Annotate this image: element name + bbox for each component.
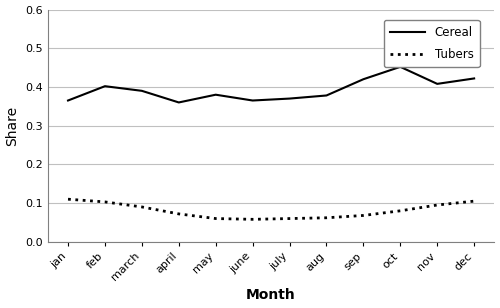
Tubers [434, 203, 440, 207]
Cereal [398, 65, 404, 69]
Tubers [176, 212, 182, 216]
Tubers [139, 205, 145, 209]
Tubers [102, 200, 108, 204]
Tubers [65, 197, 71, 201]
Cereal [250, 99, 256, 102]
Tubers [324, 216, 330, 220]
Tubers [471, 199, 477, 203]
Tubers [398, 209, 404, 213]
Cereal [139, 89, 145, 93]
Tubers [250, 217, 256, 221]
Cereal [212, 93, 218, 96]
Line: Cereal: Cereal [68, 67, 474, 103]
Cereal [286, 97, 292, 100]
Legend: Cereal, Tubers: Cereal, Tubers [384, 20, 480, 67]
Cereal [102, 84, 108, 88]
X-axis label: Month: Month [246, 289, 296, 302]
Cereal [471, 77, 477, 80]
Cereal [434, 82, 440, 86]
Tubers [286, 217, 292, 221]
Tubers [212, 217, 218, 221]
Y-axis label: Share: Share [6, 106, 20, 146]
Cereal [176, 101, 182, 104]
Tubers [360, 214, 366, 217]
Cereal [360, 77, 366, 81]
Cereal [324, 94, 330, 97]
Line: Tubers: Tubers [68, 199, 474, 219]
Cereal [65, 99, 71, 102]
